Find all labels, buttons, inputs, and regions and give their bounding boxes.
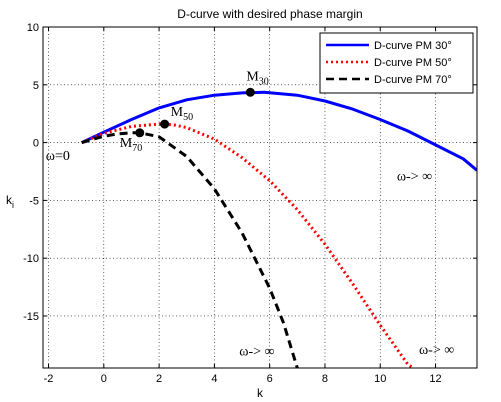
legend-label: D-curve PM 70° [374, 74, 452, 86]
annotation-layer: ω=0 ω-> ∞ ω-> ∞ ω-> ∞ [46, 149, 454, 359]
y-axis-label: ki [6, 193, 14, 210]
series-layer [81, 90, 477, 368]
marker-label-sub: 30 [259, 76, 269, 87]
x-tick-label: 6 [267, 373, 273, 385]
x-tick-label: -2 [44, 373, 54, 385]
marker-label-main: M [120, 136, 133, 151]
annotation-label: ω-> ∞ [419, 343, 454, 358]
y-tick-label: 0 [33, 138, 39, 150]
x-tick-label: 2 [156, 373, 162, 385]
marker-label-sub: 50 [183, 112, 193, 123]
series-line-2 [81, 131, 299, 368]
plot-frame [42, 26, 478, 369]
marker-label-main: M [171, 105, 184, 120]
annotation-label: ω-> ∞ [397, 170, 432, 185]
x-tick-label: 12 [429, 373, 441, 385]
annotation-label: ω=0 [46, 149, 70, 164]
y-tick-label: -10 [23, 253, 39, 265]
x-tick-label: 8 [322, 373, 328, 385]
marker-label: M70 [120, 136, 142, 154]
marker-label: M50 [171, 105, 193, 123]
series-line-0 [81, 90, 477, 172]
marker-label-main: M [246, 69, 259, 84]
annotation-label: ω-> ∞ [239, 344, 274, 359]
marker-point [135, 128, 145, 138]
y-tick-label: 10 [27, 22, 39, 34]
x-axis-label: k [257, 386, 264, 400]
tick-layer: -2 0 2 4 6 8 10 12 -15 -10 -5 0 5 10 [23, 22, 477, 385]
chart-title: D-curve with desired phase margin [177, 7, 362, 21]
y-tick-label: -15 [23, 311, 39, 323]
x-tick-label: 0 [101, 373, 107, 385]
y-axis-label-sub: i [12, 200, 14, 210]
marker-label: M30 [246, 69, 268, 87]
y-tick-label: -5 [29, 195, 39, 207]
legend-label: D-curve PM 50° [374, 57, 452, 69]
legend: D-curve PM 30° D-curve PM 50° D-curve PM 7… [319, 32, 474, 94]
legend-box [319, 32, 474, 94]
marker-point [160, 119, 170, 129]
legend-label: D-curve PM 30° [374, 40, 452, 52]
y-tick-label: 5 [33, 80, 39, 92]
x-tick-label: 10 [374, 373, 386, 385]
marker-point [245, 87, 255, 97]
marker-label-sub: 70 [132, 143, 142, 154]
x-tick-label: 4 [211, 373, 217, 385]
series-line-1 [81, 122, 415, 368]
y-axis-label-main: k [6, 193, 13, 207]
